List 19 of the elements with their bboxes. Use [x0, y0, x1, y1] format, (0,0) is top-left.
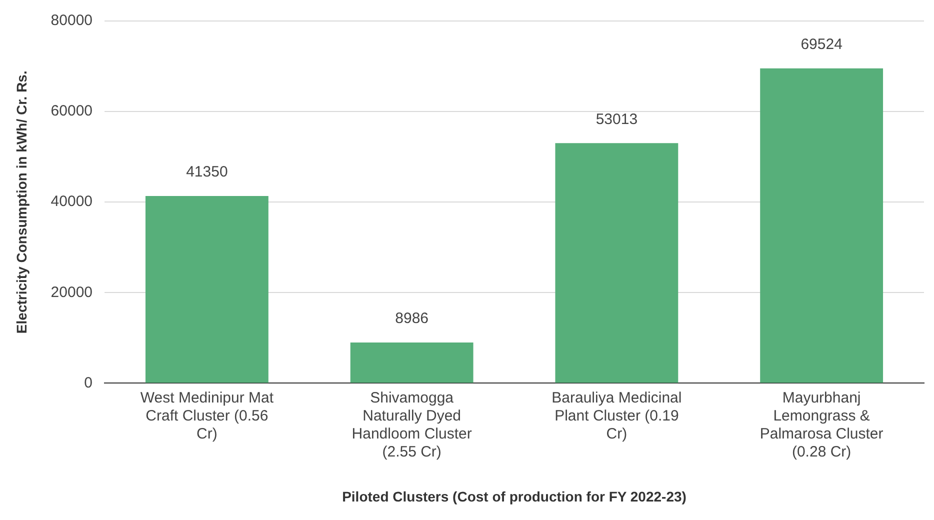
bar — [350, 342, 474, 383]
x-axis-title: Piloted Clusters (Cost of production for FY 2022-23) — [342, 488, 686, 504]
y-axis-title: Electricity Consumption in kWh/ Cr. Rs. — [13, 70, 30, 334]
bar — [555, 143, 678, 383]
data-label: 41350 — [186, 164, 228, 181]
y-tick-label: 40000 — [50, 193, 93, 210]
y-tick-label: 0 — [84, 374, 93, 392]
y-tick-label: 20000 — [50, 284, 93, 301]
bar — [760, 68, 884, 383]
x-tick-label: Mayurbhanj Lemongrass & Palmarosa Cluster (0.28 Cr) — [760, 389, 884, 460]
x-tick-label: West Medinipur Mat Craft Cluster (0.56 Cr) — [140, 389, 274, 442]
data-label: 69524 — [800, 36, 842, 54]
bar — [145, 196, 268, 383]
y-tick-label: 80000 — [50, 12, 93, 30]
x-tick-label: Barauliya Medicinal Plant Cluster (0.19 Cr) — [552, 389, 682, 442]
y-tick-label: 60000 — [50, 102, 93, 120]
data-label: 53013 — [596, 110, 638, 128]
x-tick-label: Shivamogga Naturally Dyed Handloom Cluster (2.55 Cr) — [352, 389, 472, 460]
data-label: 8986 — [395, 310, 429, 328]
